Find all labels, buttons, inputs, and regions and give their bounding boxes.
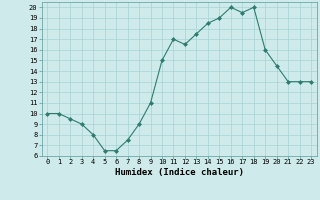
X-axis label: Humidex (Indice chaleur): Humidex (Indice chaleur): [115, 168, 244, 177]
